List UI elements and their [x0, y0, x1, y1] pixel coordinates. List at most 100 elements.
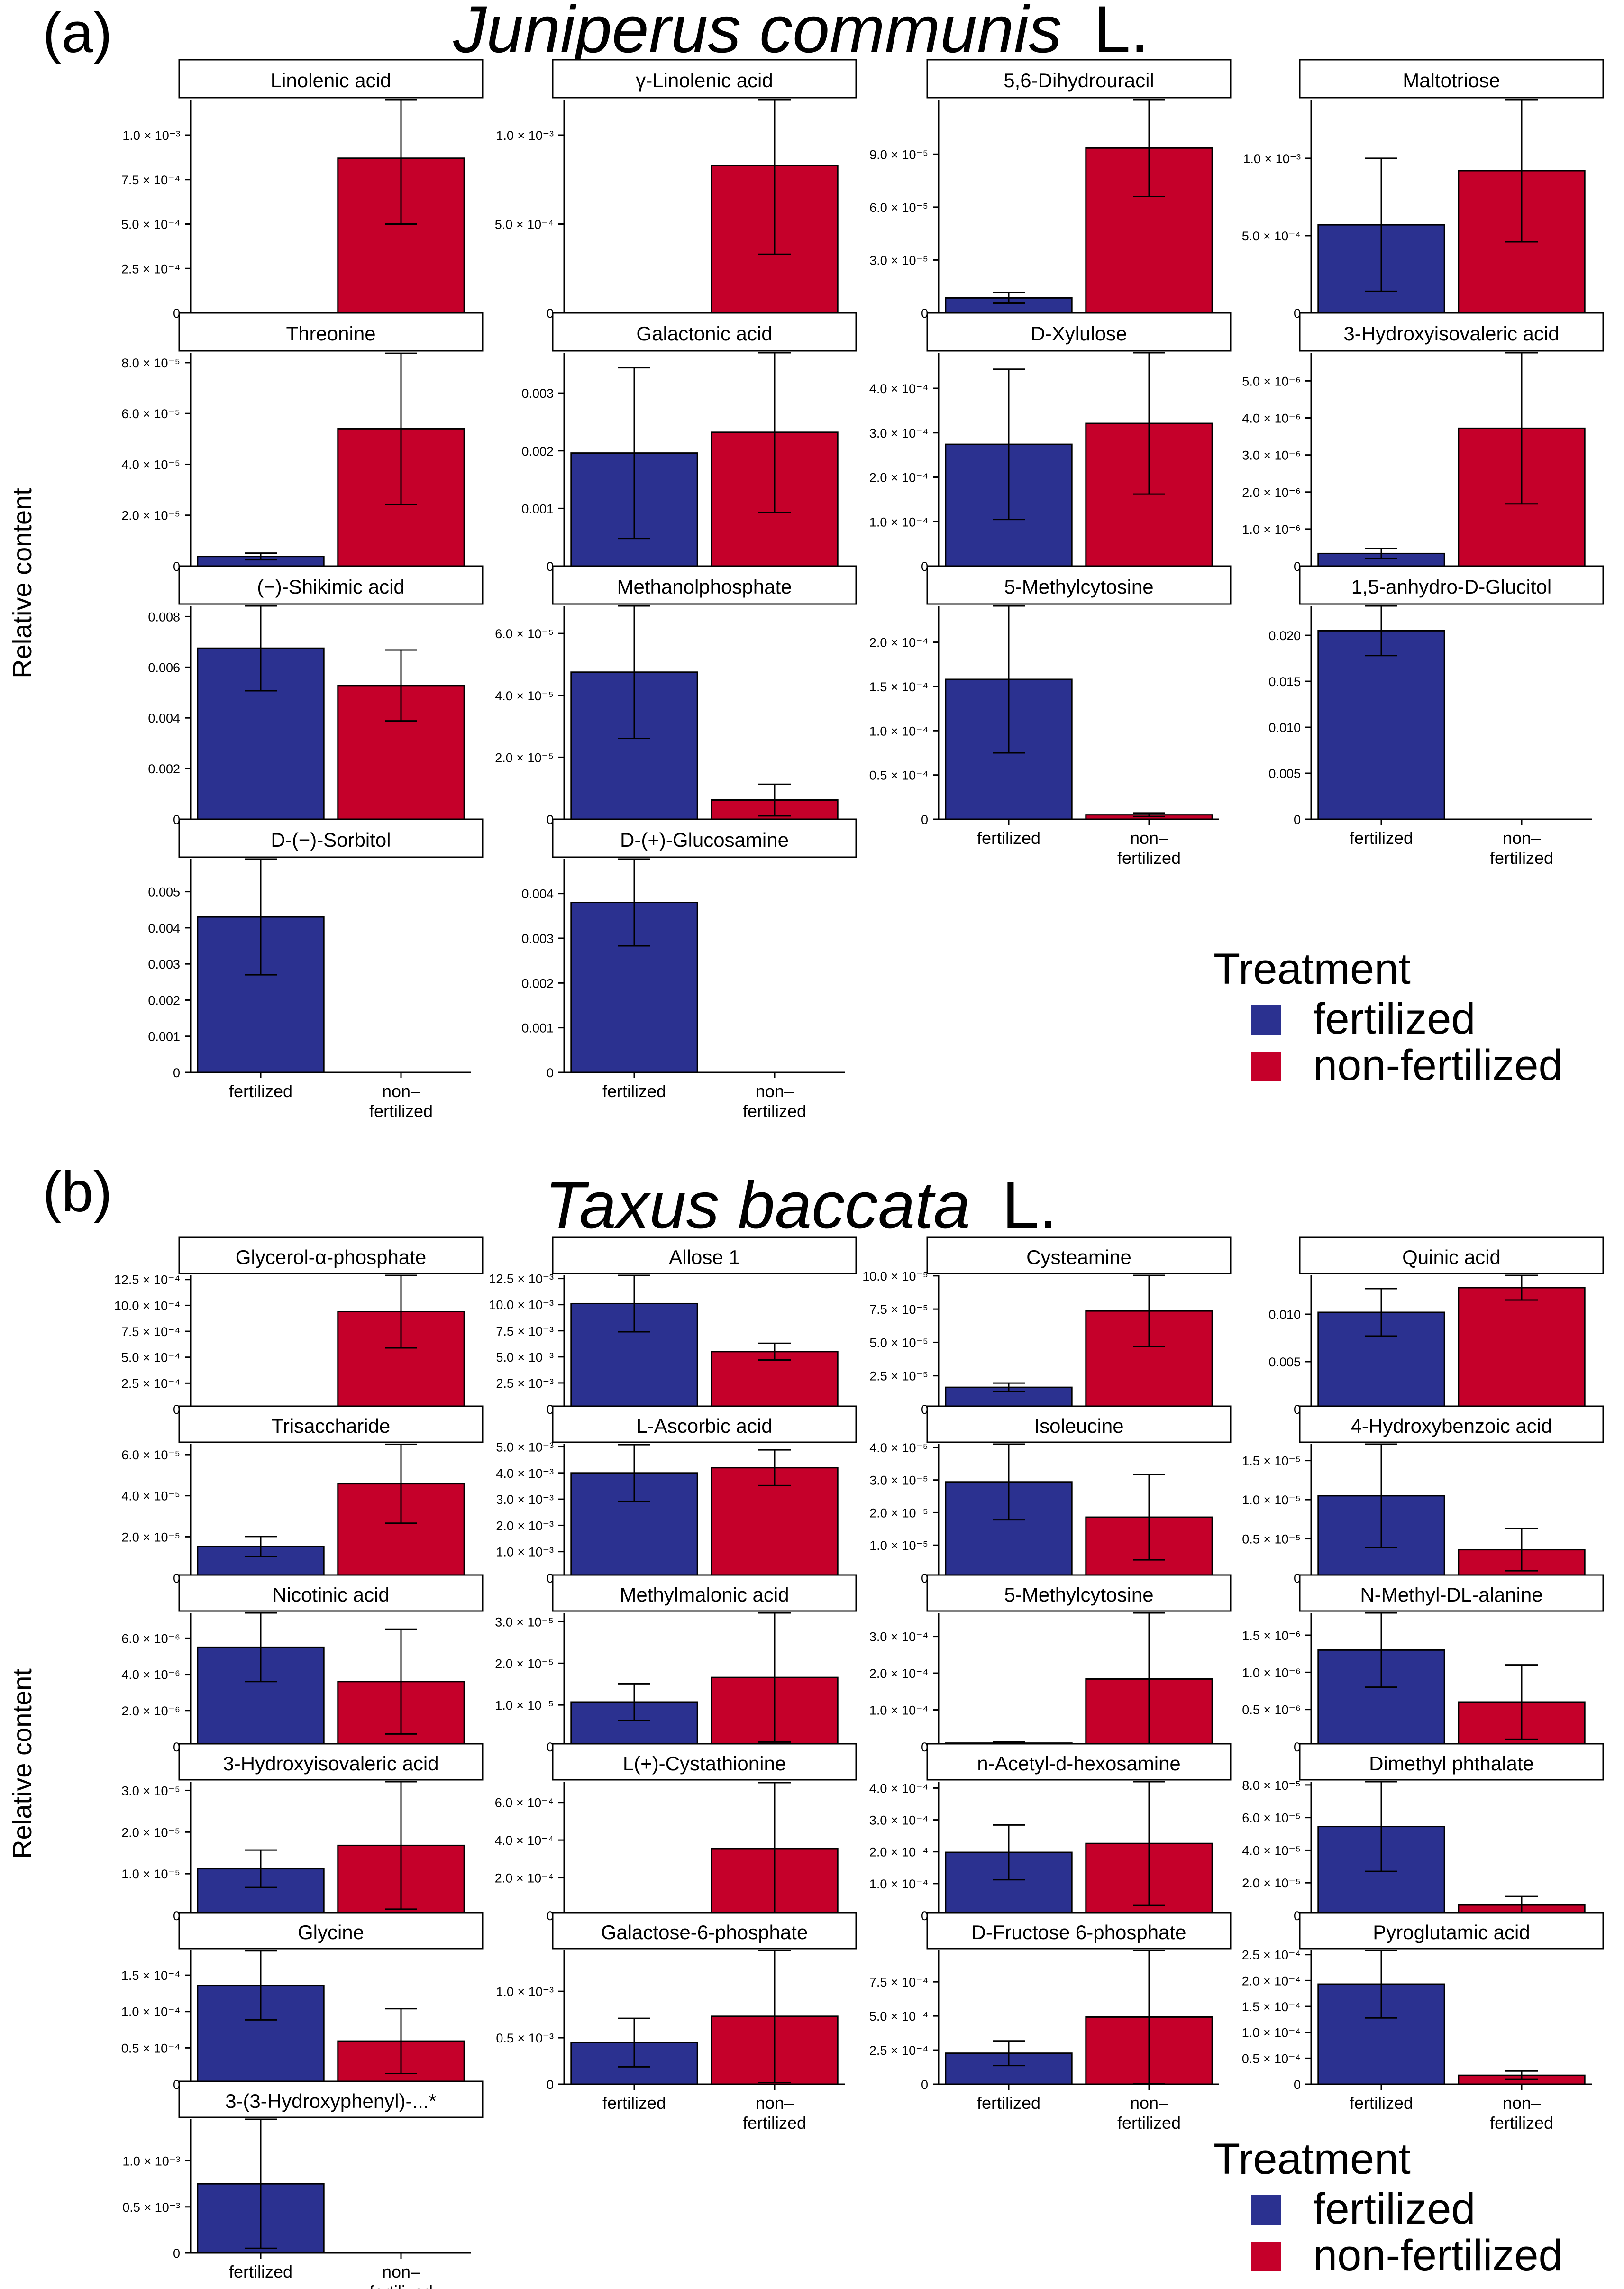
- chart-11: 5-Methylcytosine 0 0.5 × 10⁻⁴ 1.0 × 10⁻⁴ 1.5…: [869, 565, 1232, 868]
- x-tick-label-fertilized: fertilized: [602, 1081, 666, 1101]
- y-tick-label: 2.0 × 10⁻⁵: [869, 1506, 928, 1520]
- y-tick-label: 0.5 × 10⁻⁴: [121, 2041, 180, 2055]
- y-tick-label: 4.0 × 10⁻⁶: [1242, 412, 1301, 426]
- chart-title-strip: [926, 1574, 1232, 1612]
- y-tick-label: 0: [921, 2078, 928, 2092]
- y-tick-label: 12.5 × 10⁻⁴: [114, 1273, 180, 1287]
- y-tick-label: 4.0 × 10⁻⁴: [495, 1833, 554, 1848]
- y-tick-label: 0.004: [521, 887, 554, 901]
- y-tick-label: 0.008: [148, 610, 180, 624]
- chart-title-strip: [178, 59, 484, 99]
- x-tick-label-fertilized: fertilized: [977, 828, 1040, 848]
- y-tick-label: 0.001: [148, 1030, 180, 1044]
- y-tick-label: 2.0 × 10⁻⁴: [1242, 1974, 1301, 1988]
- chart-title: Methanolphosphate: [617, 576, 792, 598]
- y-tick-label: 0.5 × 10⁻⁵: [1242, 1532, 1301, 1547]
- chart-16: Allose 1 0 2.5 × 10⁻³ 5.0 × 10⁻³ 7.5 × 10⁻³ 1…: [489, 1236, 857, 1417]
- y-tick-label: 1.0 × 10⁻⁵: [121, 1867, 180, 1881]
- chart-7: D-Xylulose 0 1.0 × 10⁻⁴ 2.0 × 10⁻⁴ 3.0 × 10⁻…: [869, 312, 1232, 574]
- y-tick-label: 1.0 × 10⁻⁴: [869, 1877, 928, 1891]
- x-tick-label-non-fertilized: non–: [756, 2093, 794, 2113]
- y-tick-label: 0.004: [148, 711, 180, 725]
- y-tick-label: 0: [1294, 813, 1301, 827]
- chart-30: Dimethyl phthalate 0 2.0 × 10⁻⁵ 4.0 × 10⁻⁵ 6…: [1242, 1743, 1604, 1923]
- x-tick-label-non-fertilized: non–: [756, 1081, 794, 1101]
- y-tick-label: 5.0 × 10⁻⁴: [121, 1351, 180, 1365]
- x-tick-label-non-fertilized: non–: [1503, 828, 1541, 848]
- y-tick-label: 1.0 × 10⁻³: [496, 1985, 554, 1999]
- chart-24: Methylmalonic acid 0 1.0 × 10⁻⁵ 2.0 × 10⁻⁵ 3…: [495, 1574, 857, 1754]
- legend-label-non-fertilized: non-fertilized: [1313, 1041, 1563, 1090]
- y-tick-label: 2.5 × 10⁻³: [496, 1376, 554, 1391]
- chart-title: 4-Hydroxybenzoic acid: [1351, 1415, 1552, 1437]
- y-tick-label: 3.0 × 10⁻⁴: [869, 1813, 928, 1828]
- y-tick-label: 0: [547, 1402, 554, 1417]
- y-tick-label: 1.0 × 10⁻⁴: [869, 515, 928, 529]
- y-tick-label: 1.5 × 10⁻⁶: [1242, 1629, 1301, 1643]
- chart-32: Galactose-6-phosphate 0 0.5 × 10⁻³ 1.0 × 10…: [496, 1912, 857, 2133]
- chart-6: Galactonic acid 0 0.001 0.002 0.003: [521, 312, 857, 574]
- x-tick-label-non-fertilized: non–: [382, 2262, 420, 2281]
- y-tick-label: 5.0 × 10⁻³: [496, 1350, 554, 1364]
- chart-title-strip: [552, 59, 857, 99]
- chart-13: D-(−)-Sorbitol 0 0.001 0.002 0.003 0.004 0.005…: [148, 818, 484, 1121]
- legend-swatch-non-fertilized: [1251, 1052, 1281, 1081]
- y-tick-label: 0.002: [521, 444, 554, 458]
- chart-17: Cysteamine 0 2.5 × 10⁻⁵ 5.0 × 10⁻⁵ 7.5 × 10⁻…: [862, 1236, 1232, 1417]
- y-tick-label: 0.5 × 10⁻³: [496, 2031, 554, 2045]
- chart-14: D-(+)-Glucosamine 0 0.001 0.002 0.003 0.004 fe…: [521, 818, 857, 1121]
- legend-label-fertilized: fertilized: [1313, 995, 1476, 1043]
- y-tick-label: 1.0 × 10⁻⁶: [1242, 1666, 1301, 1680]
- y-tick-label: 4.0 × 10⁻⁶: [121, 1668, 180, 1682]
- y-tick-label: 1.0 × 10⁻⁴: [869, 724, 928, 738]
- y-tick-label: 8.0 × 10⁻⁵: [1242, 1778, 1301, 1793]
- chart-title: D-(−)-Sorbitol: [271, 829, 391, 851]
- y-tick-label: 0: [921, 559, 928, 574]
- panel-b-species: Taxus baccata: [545, 1168, 970, 1242]
- y-tick-label: 1.5 × 10⁻⁴: [1242, 2000, 1301, 2014]
- chart-title-strip: [178, 1743, 484, 1781]
- y-tick-label: 0: [1294, 306, 1301, 320]
- y-tick-label: 0.5 × 10⁻⁴: [1242, 2051, 1301, 2066]
- y-tick-label: 0.5 × 10⁻⁴: [869, 769, 928, 783]
- legend-label-non-fertilized: non-fertilized: [1313, 2231, 1563, 2280]
- panel-b-authority: L.: [1002, 1168, 1058, 1242]
- chart-18: Quinic acid 0 0.005 0.010: [1268, 1236, 1604, 1417]
- y-tick-label: 0.5 × 10⁻³: [122, 2200, 180, 2215]
- chart-title-strip: [926, 1236, 1232, 1274]
- chart-title: Glycine: [298, 1921, 364, 1943]
- chart-title: 5-Methylcytosine: [1004, 576, 1153, 598]
- y-tick-label: 7.5 × 10⁻⁴: [121, 173, 180, 187]
- x-tick-label-non-fertilized: fertilized: [1117, 848, 1181, 868]
- y-tick-label: 3.0 × 10⁻⁵: [869, 253, 928, 267]
- panel-a-title: Juniperus communis L.: [453, 0, 1149, 66]
- chart-title-strip: [1299, 59, 1604, 99]
- y-tick-label: 2.0 × 10⁻⁵: [495, 751, 554, 765]
- y-tick-label: 1.0 × 10⁻³: [496, 128, 554, 143]
- y-tick-label: 6.0 × 10⁻⁵: [121, 1448, 180, 1462]
- y-tick-label: 7.5 × 10⁻⁴: [121, 1325, 180, 1339]
- y-tick-label: 4.0 × 10⁻⁵: [1242, 1843, 1301, 1858]
- chart-title: L-Ascorbic acid: [636, 1415, 772, 1437]
- y-tick-label: 0: [1294, 1402, 1301, 1417]
- y-tick-label: 3.0 × 10⁻⁵: [869, 1474, 928, 1488]
- chart-title-strip: [1299, 1405, 1604, 1443]
- chart-title-strip: [1299, 565, 1604, 605]
- chart-title: Glycerol-α-phosphate: [236, 1246, 426, 1268]
- y-tick-label: 5.0 × 10⁻⁵: [869, 1336, 928, 1350]
- y-tick-label: 4.0 × 10⁻⁵: [121, 1489, 180, 1503]
- chart-title-strip: [926, 565, 1232, 605]
- chart-title: 3-Hydroxyisovaleric acid: [223, 1752, 438, 1775]
- y-tick-label: 3.0 × 10⁻⁶: [1242, 449, 1301, 463]
- x-tick-label-fertilized: fertilized: [977, 2093, 1040, 2113]
- y-tick-label: 2.0 × 10⁻⁵: [495, 1657, 554, 1671]
- chart-title-strip: [178, 1236, 484, 1274]
- legend-b: Treatment fertilized non-fertilized: [1213, 2135, 1563, 2280]
- y-tick-label: 0: [921, 1571, 928, 1585]
- y-tick-label: 0.020: [1268, 629, 1301, 643]
- y-tick-label: 0: [1294, 1571, 1301, 1585]
- y-tick-label: 6.0 × 10⁻⁵: [869, 201, 928, 215]
- y-tick-label: 0.5 × 10⁻⁶: [1242, 1703, 1301, 1717]
- y-tick-label: 4.0 × 10⁻³: [496, 1466, 554, 1481]
- y-tick-label: 0.003: [148, 957, 180, 971]
